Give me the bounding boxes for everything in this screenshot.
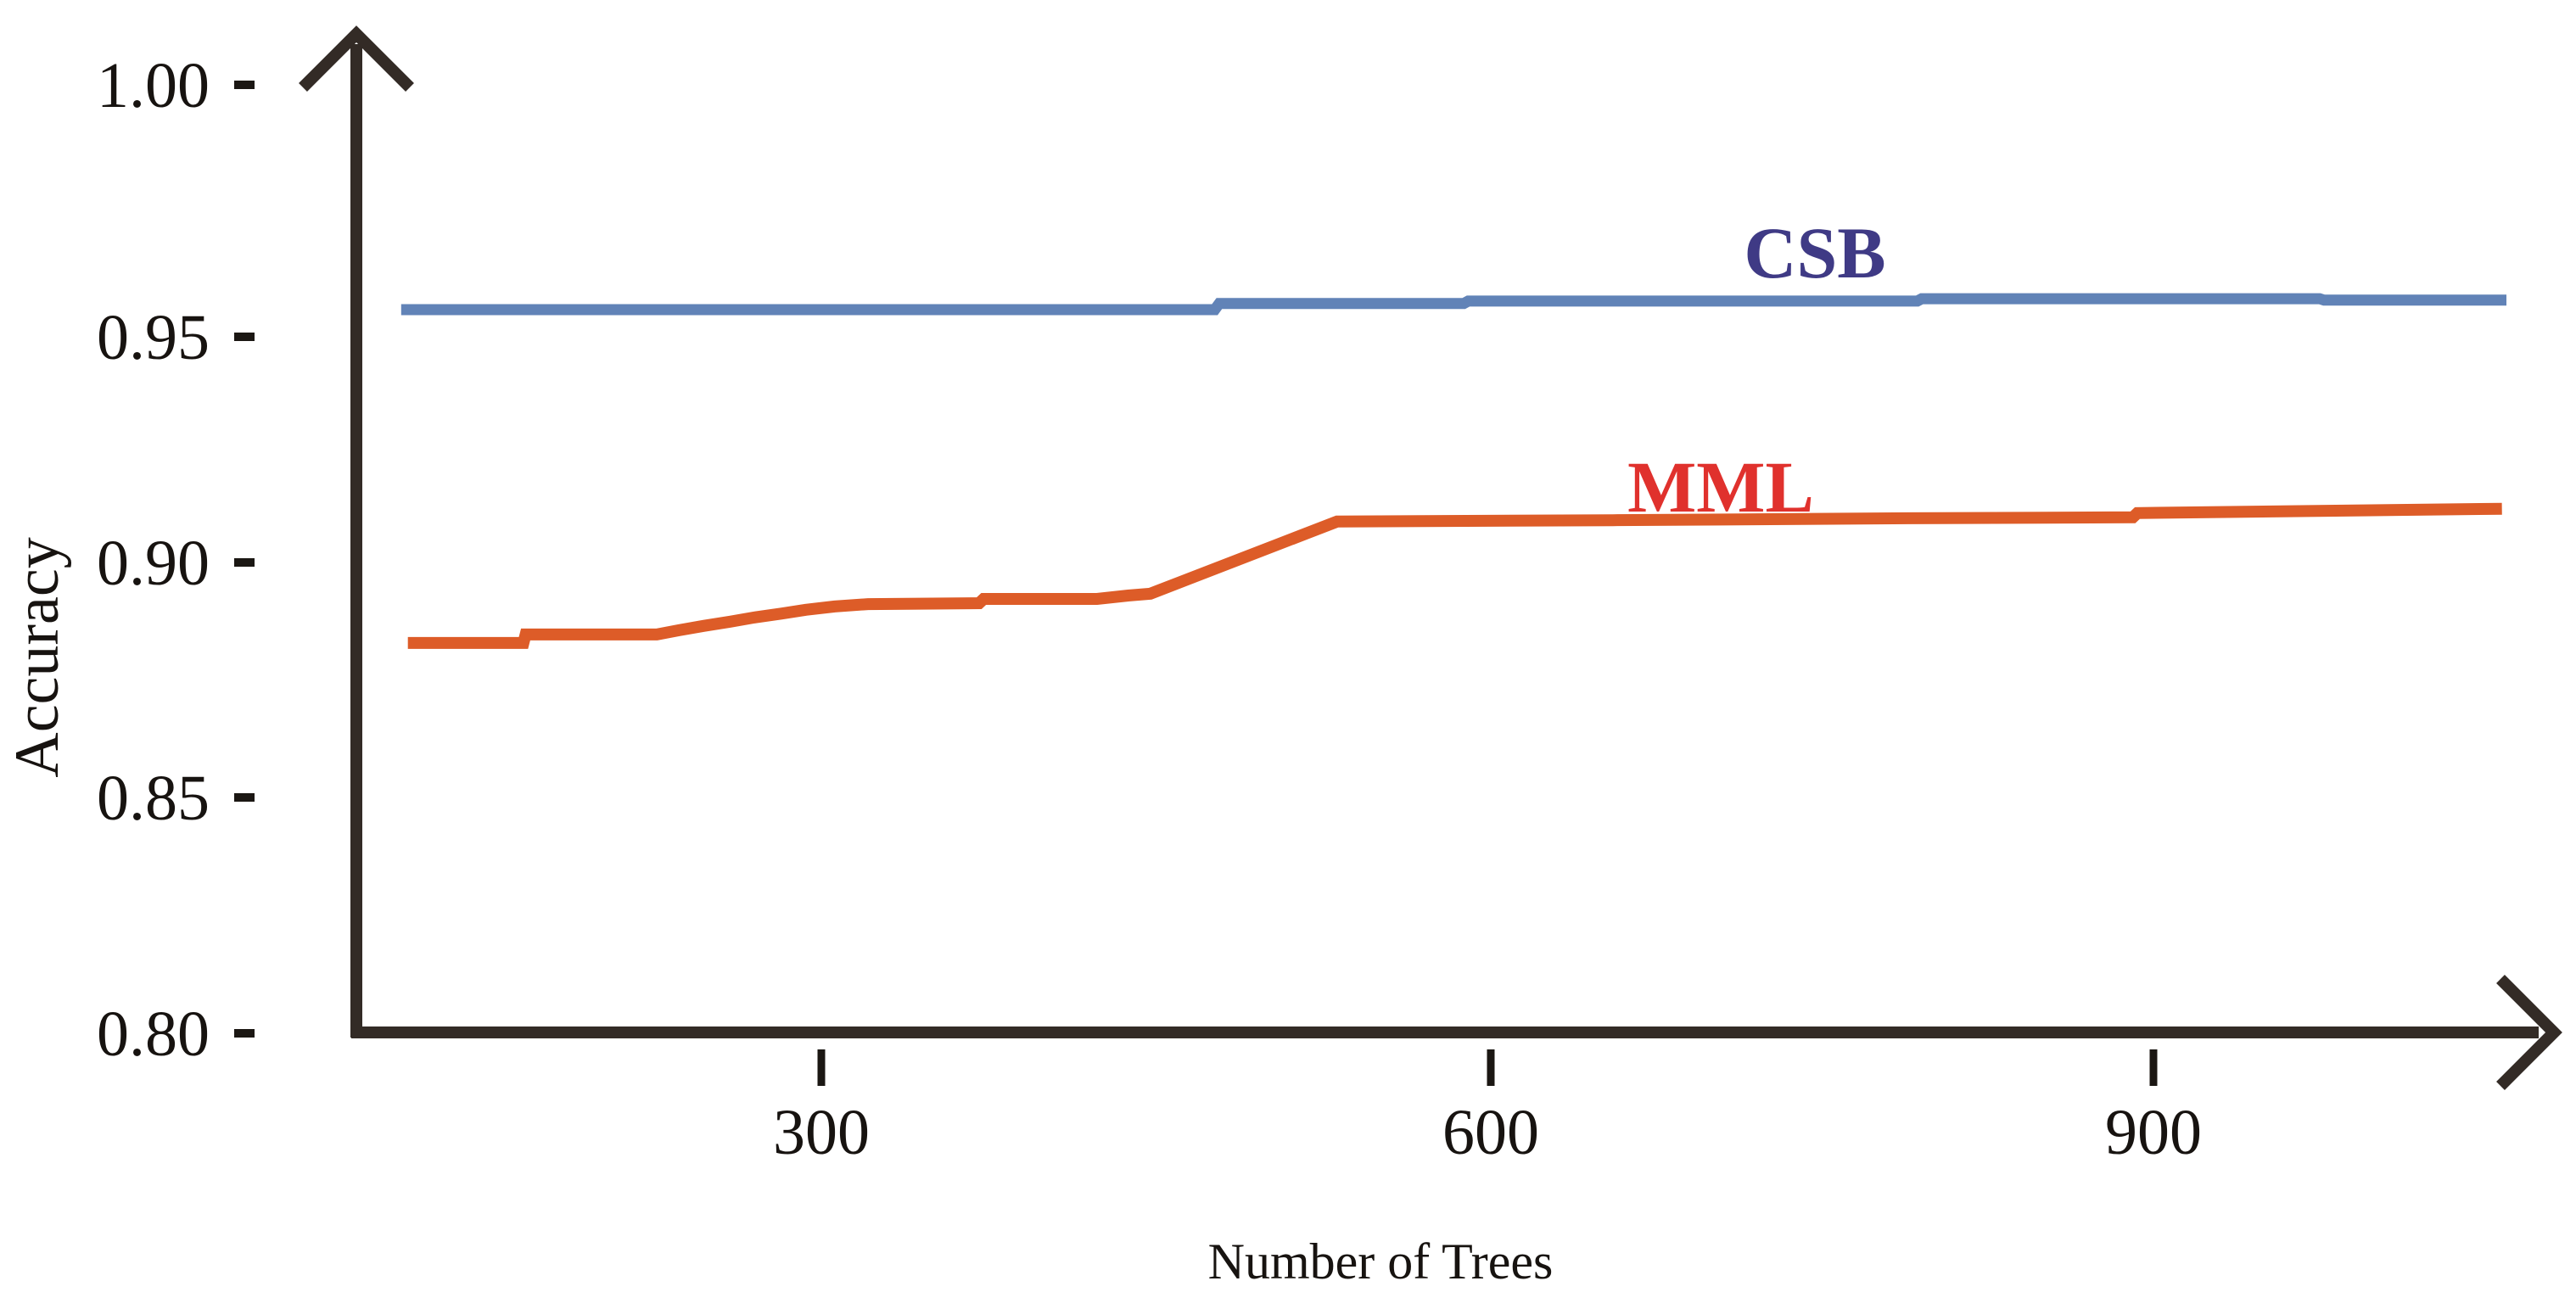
y-tick-label: 0.90 bbox=[97, 528, 210, 599]
series-group bbox=[400, 293, 2506, 649]
x-axis-title: Number of Trees bbox=[1208, 1233, 1554, 1289]
y-tick-label: 1.00 bbox=[97, 50, 210, 121]
series-line-csb bbox=[400, 293, 2506, 316]
x-tick-label: 900 bbox=[2105, 1097, 2202, 1168]
y-axis-title: Accuracy bbox=[3, 537, 72, 777]
series-label-mml: MML bbox=[1627, 446, 1814, 528]
x-tick-label: 600 bbox=[1442, 1097, 1539, 1168]
axes-group bbox=[299, 25, 2562, 1090]
y-tick-label: 0.80 bbox=[97, 999, 210, 1070]
series-line-mml bbox=[407, 502, 2502, 649]
y-tick-group: 1.00 0.95 0.90 0.85 0.80 bbox=[97, 50, 255, 1070]
y-axis-arrowhead-icon bbox=[299, 25, 414, 92]
y-tick-label: 0.95 bbox=[97, 302, 210, 373]
series-label-csb: CSB bbox=[1744, 212, 1885, 294]
x-tick-label: 300 bbox=[773, 1097, 870, 1168]
y-tick-label: 0.85 bbox=[97, 763, 210, 834]
x-tick-group: 300 600 900 bbox=[773, 1049, 2202, 1168]
x-axis-arrowhead-icon bbox=[2496, 975, 2562, 1090]
